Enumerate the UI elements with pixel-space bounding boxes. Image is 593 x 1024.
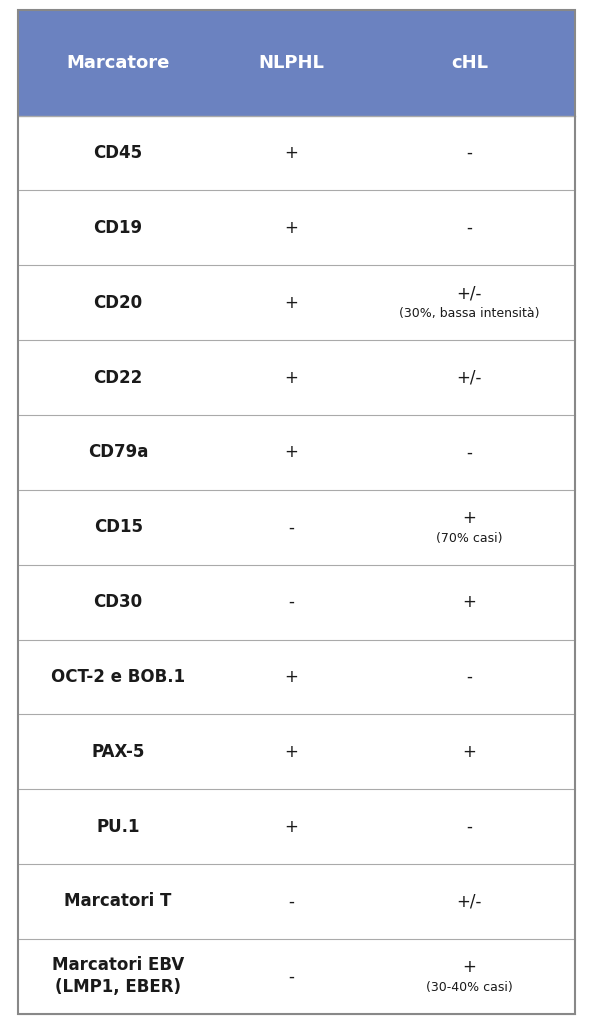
Text: Marcatore: Marcatore (66, 54, 170, 72)
Text: PU.1: PU.1 (97, 817, 140, 836)
Text: +: + (284, 742, 298, 761)
Text: -: - (288, 518, 294, 537)
Text: +: + (284, 369, 298, 387)
Text: -: - (466, 219, 472, 237)
Bar (18, 790, 575, 864)
Text: (30%, bassa intensità): (30%, bassa intensità) (399, 307, 540, 321)
Bar (18, 715, 575, 790)
Text: CD19: CD19 (94, 219, 143, 237)
Text: -: - (466, 144, 472, 162)
Text: +: + (284, 144, 298, 162)
Text: +/-: +/- (457, 285, 482, 303)
Text: CD20: CD20 (94, 294, 143, 311)
Bar (18, 190, 575, 265)
Text: Marcatori EBV
(LMP1, EBER): Marcatori EBV (LMP1, EBER) (52, 956, 184, 996)
Text: -: - (288, 968, 294, 985)
Text: +: + (463, 509, 476, 527)
Text: Marcatori T: Marcatori T (65, 893, 172, 910)
Text: +/-: +/- (457, 893, 482, 910)
Text: -: - (466, 443, 472, 462)
Text: CD15: CD15 (94, 518, 143, 537)
Bar (18, 340, 575, 415)
Text: +: + (284, 668, 298, 686)
Text: +: + (463, 593, 476, 611)
Bar (18, 864, 575, 939)
Text: -: - (466, 817, 472, 836)
Text: +: + (284, 219, 298, 237)
Text: +: + (463, 958, 476, 976)
Text: -: - (466, 668, 472, 686)
Text: -: - (288, 893, 294, 910)
Bar (18, 415, 575, 489)
Text: CD22: CD22 (94, 369, 143, 387)
Bar (18, 564, 575, 640)
Text: CD45: CD45 (94, 144, 143, 162)
Bar (18, 489, 575, 564)
Text: PAX-5: PAX-5 (91, 742, 145, 761)
Bar (18, 265, 575, 340)
Text: CD79a: CD79a (88, 443, 148, 462)
Text: NLPHL: NLPHL (258, 54, 324, 72)
Text: -: - (288, 593, 294, 611)
Text: (70% casi): (70% casi) (436, 531, 502, 545)
Bar (18, 116, 575, 190)
Text: +/-: +/- (457, 369, 482, 387)
Text: OCT-2 e BOB.1: OCT-2 e BOB.1 (51, 668, 185, 686)
Bar (18, 10, 575, 116)
Text: cHL: cHL (451, 54, 488, 72)
Text: CD30: CD30 (94, 593, 143, 611)
Text: +: + (284, 443, 298, 462)
Bar (18, 939, 575, 1014)
Bar (18, 640, 575, 715)
Text: +: + (284, 294, 298, 311)
Text: +: + (463, 742, 476, 761)
Text: +: + (284, 817, 298, 836)
Text: (30-40% casi): (30-40% casi) (426, 981, 513, 993)
